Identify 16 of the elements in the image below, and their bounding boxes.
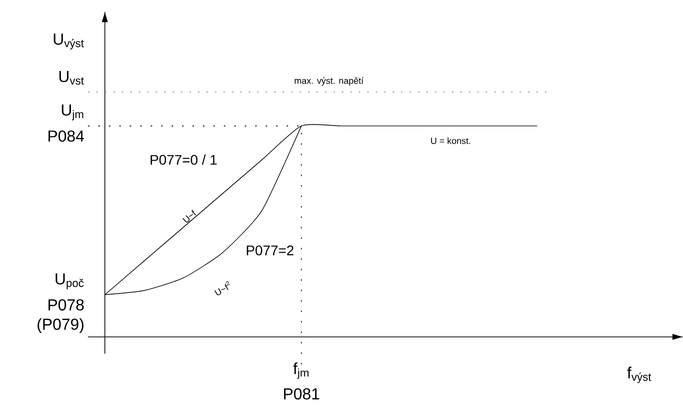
text: U$_{poč}$ [56,273,84,290]
y-axis-title: U$_{výst}$ [54,34,84,50]
annotation: U~f [182,210,196,223]
text: U$_{vst}$ [59,71,84,85]
annotation: U~f$^{2}$ [214,281,230,296]
text: (P079) [38,318,84,334]
annotation: U = konst. [431,138,470,144]
annotation: P077=0 / 1 [150,154,217,165]
text: P078 [48,299,84,311]
text: P084 [48,130,84,142]
annotation: P077=2 [246,246,294,256]
text: P081 [284,388,320,400]
ref-line-label: max. výst. napětí [294,77,364,86]
x-axis-title: f$_{výst}$ [627,366,652,384]
text: f$_{jm}$ [293,362,308,379]
text: U$_{jm}$ [62,104,84,121]
